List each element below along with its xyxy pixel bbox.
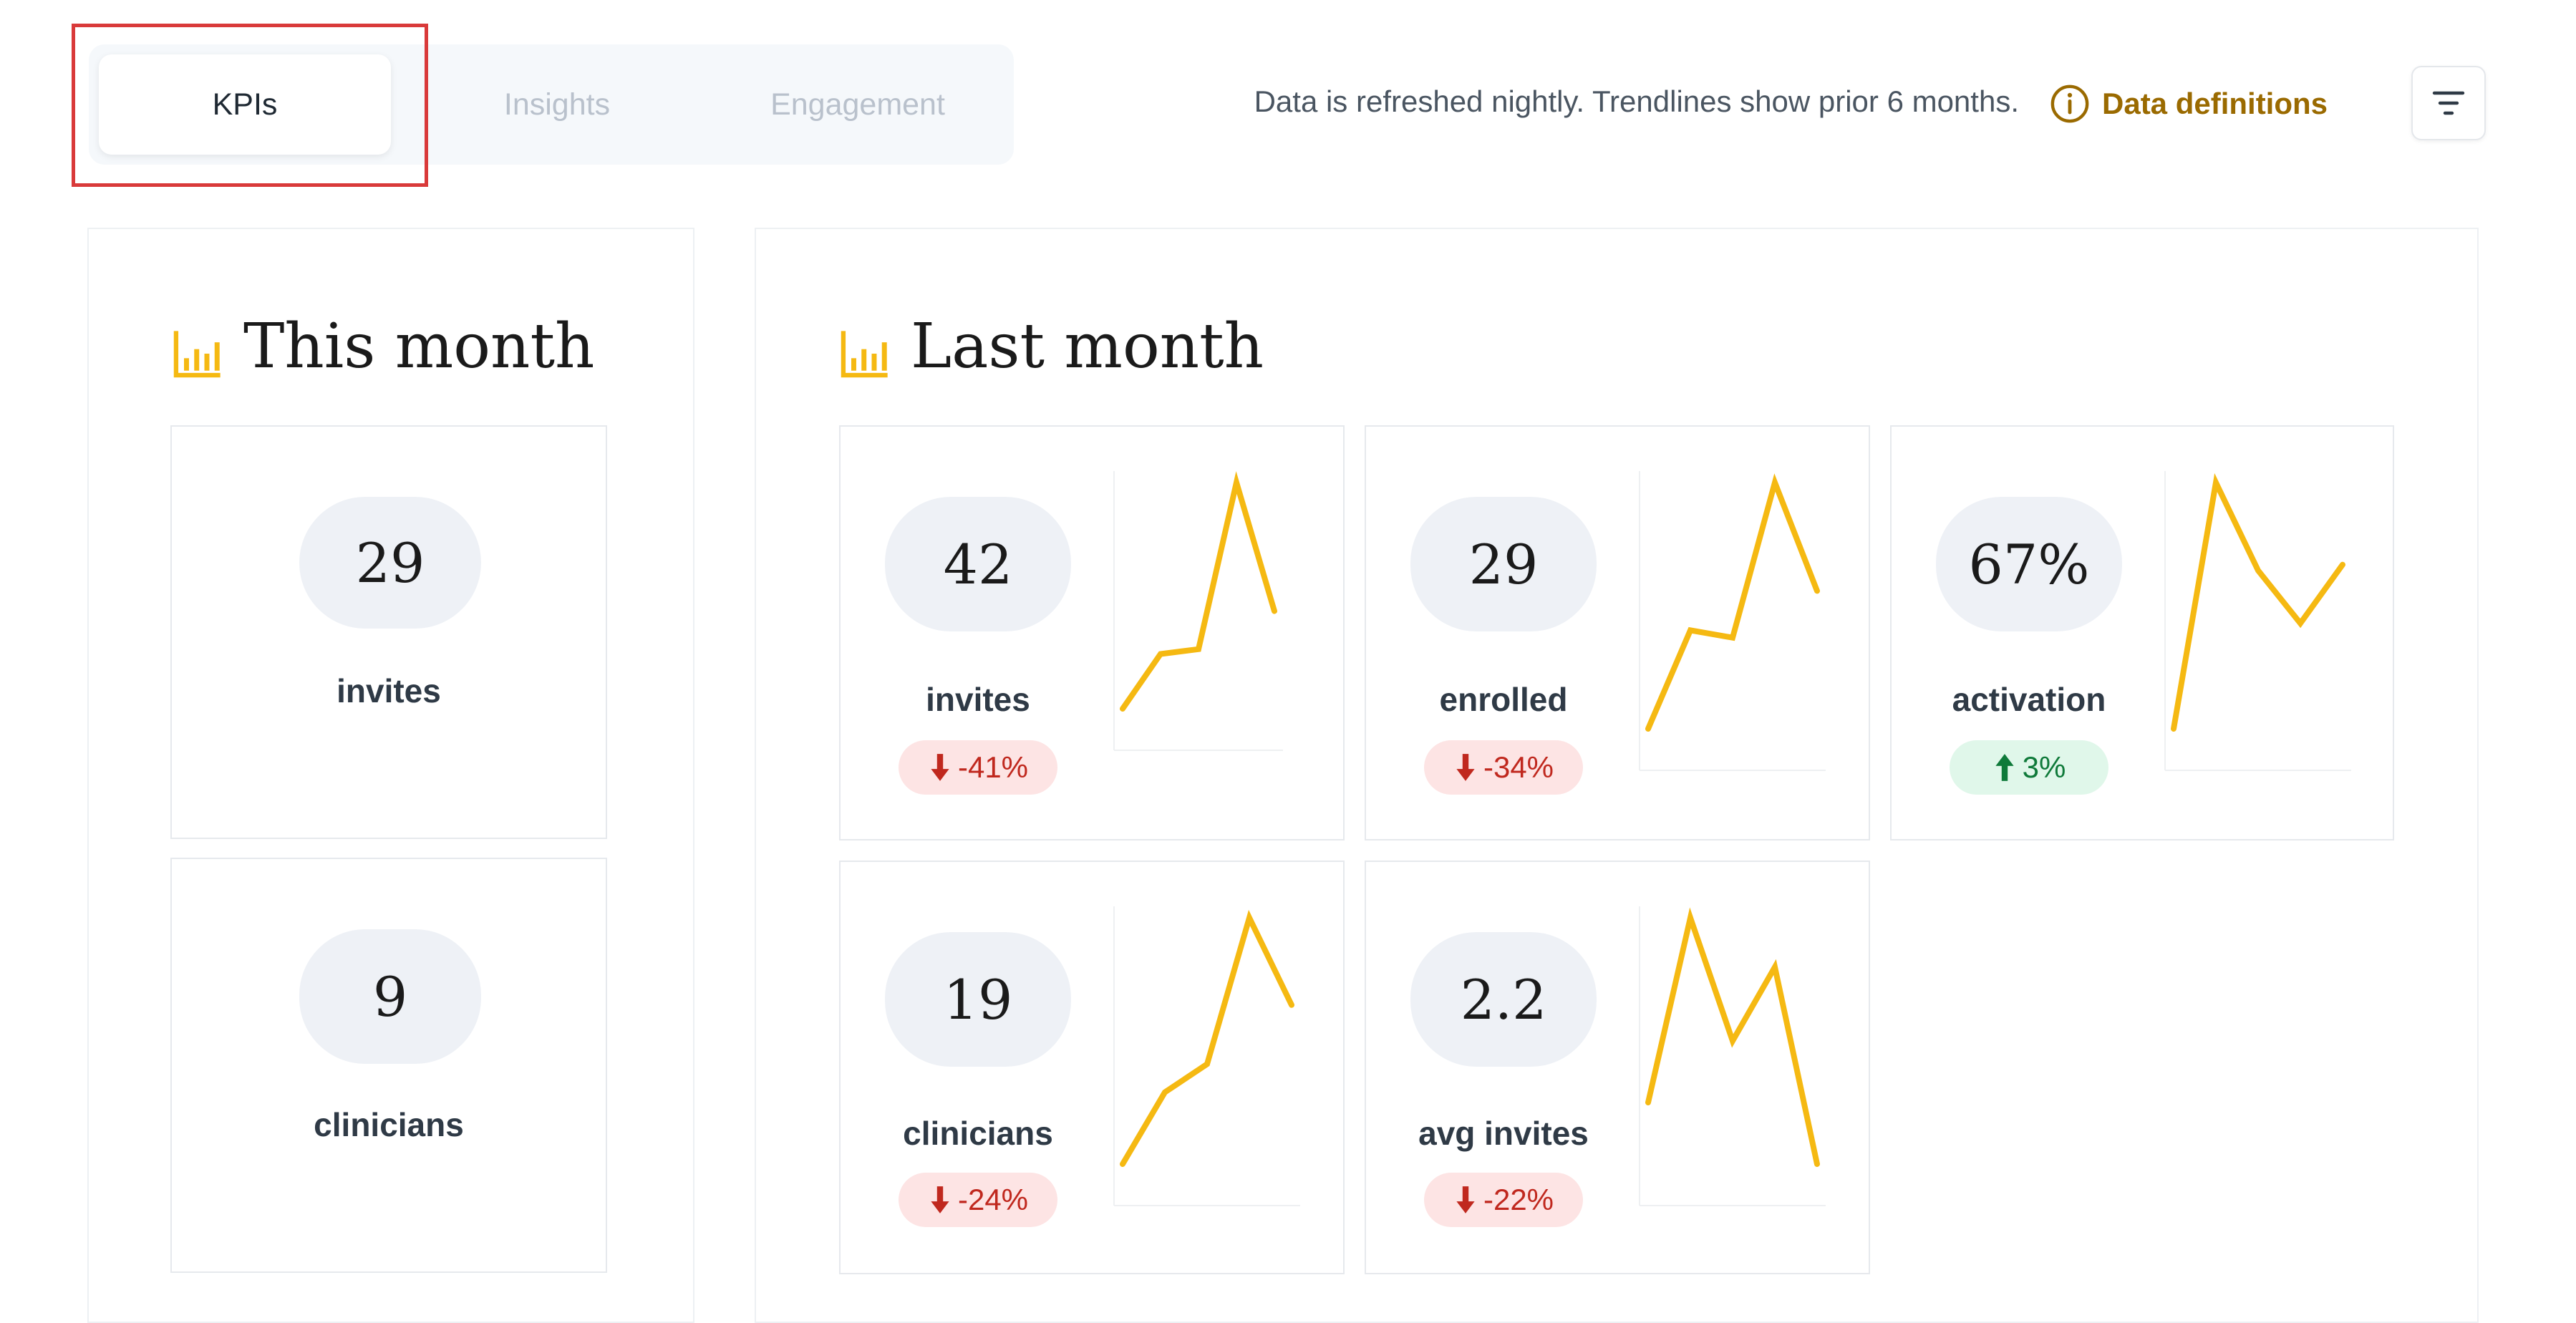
trend-sparkline [2164,471,2351,771]
filter-lines-icon [2432,91,2465,115]
kpi-label: invites [926,681,1030,718]
change-badge: -22% [1424,1173,1583,1227]
kpi-label: activation [1952,681,2106,718]
arrow-up-icon [1995,754,2014,781]
data-definitions-link[interactable]: Data definitions [2049,80,2328,127]
kpi-value: 9 [299,929,481,1064]
trend-sparkline [1639,471,1826,771]
trend-line [1120,471,1277,712]
kpi-card-clinicians-last-month: 19 clinicians -24% [839,861,1345,1274]
last-month-title: Last month [911,311,1264,382]
arrow-down-icon [1456,1186,1475,1213]
kpi-label: enrolled [1439,681,1568,718]
this-month-title: This month [243,311,595,382]
change-badge: 3% [1950,740,2108,795]
bar-chart-icon [841,331,888,378]
kpi-card-avg-invites-last-month: 2.2 avg invites -22% [1365,861,1870,1274]
change-badge: -34% [1424,740,1583,795]
kpi-card-clinicians-this-month: 9 clinicians [170,858,607,1273]
tab-engagement[interactable]: Engagement [770,87,945,122]
trend-line [1645,907,1820,1167]
tab-kpis[interactable]: KPIs [99,54,391,155]
change-value: -22% [1483,1183,1554,1216]
kpi-label: clinicians [314,1106,464,1143]
trend-sparkline [1113,906,1300,1206]
trend-sparkline [1639,906,1826,1206]
kpi-value: 29 [1410,497,1597,631]
change-value: 3% [2022,750,2066,784]
kpi-label: avg invites [1418,1115,1589,1152]
bar-chart-icon [173,331,221,378]
kpi-card-activation-last-month: 67% activation 3% [1890,425,2394,840]
kpi-card-invites-last-month: 42 invites -41% [839,425,1345,840]
kpi-value: 67% [1936,497,2122,631]
kpi-value: 29 [299,497,481,629]
trend-line [2171,472,2345,732]
trend-line [1120,909,1294,1167]
arrow-down-icon [1456,754,1475,781]
trend-line [1645,473,1820,732]
kpi-card-enrolled-last-month: 29 enrolled -34% [1365,425,1870,840]
tab-insights[interactable]: Insights [503,87,611,122]
filter-button[interactable] [2411,66,2486,140]
kpi-label: invites [336,672,441,709]
kpi-card-invites-this-month: 29 invites [170,425,607,839]
change-badge: -41% [899,740,1057,795]
change-badge: -24% [899,1173,1057,1227]
kpi-label: clinicians [903,1115,1053,1152]
change-value: -24% [957,1183,1029,1216]
kpi-value: 2.2 [1410,932,1597,1067]
change-value: -34% [1483,750,1554,784]
trend-sparkline [1113,471,1283,751]
kpi-value: 19 [885,932,1071,1067]
arrow-down-icon [931,754,949,781]
arrow-down-icon [931,1186,949,1213]
data-definitions-label: Data definitions [2102,87,2328,120]
info-circle-icon [2050,84,2089,123]
kpi-value: 42 [885,497,1071,631]
change-value: -41% [957,750,1029,784]
selection-highlight [72,24,428,187]
refresh-info-text: Data is refreshed nightly. Trendlines sh… [1254,84,2019,118]
tab-bar: KPIs Insights Engagement [89,44,1014,165]
